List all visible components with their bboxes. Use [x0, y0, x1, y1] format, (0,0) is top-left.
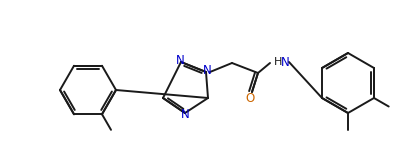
Text: N: N	[176, 55, 184, 67]
Text: N: N	[203, 64, 212, 78]
Text: N: N	[181, 108, 189, 120]
Text: H: H	[274, 57, 282, 67]
Text: N: N	[280, 55, 289, 69]
Text: O: O	[245, 93, 255, 106]
